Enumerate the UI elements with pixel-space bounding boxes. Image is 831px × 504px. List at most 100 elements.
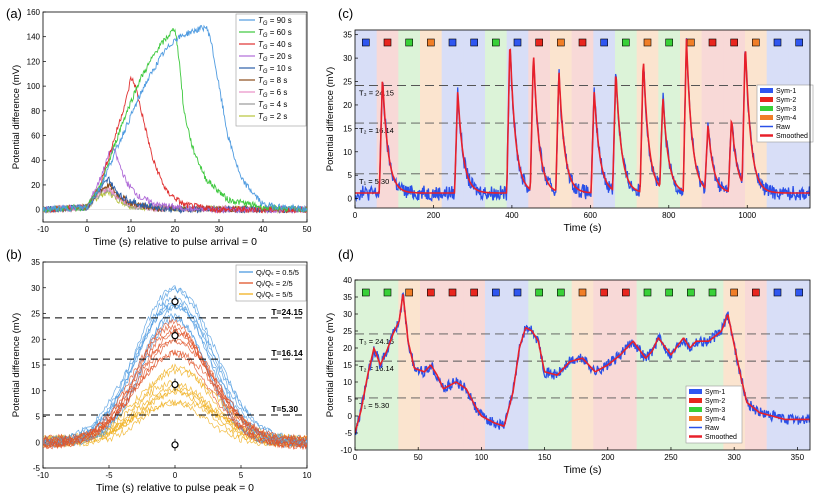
legend-t: T bbox=[258, 52, 264, 61]
y-tick-label: 40 bbox=[343, 276, 352, 285]
symbol-band bbox=[506, 30, 529, 208]
legend-sub: G bbox=[263, 33, 268, 39]
legend-swatch bbox=[760, 115, 773, 120]
threshold-label: T₂ = 16.14 bbox=[359, 364, 394, 373]
mean-marker bbox=[171, 298, 179, 306]
symbol-band bbox=[745, 280, 768, 450]
trace-line bbox=[43, 349, 307, 450]
y-axis-title: Potential difference (mV) bbox=[325, 313, 336, 417]
legend-rest: = 6 s bbox=[268, 88, 288, 97]
symbol-band bbox=[766, 280, 789, 450]
x-tick-label: 300 bbox=[727, 453, 741, 462]
y-tick-label: 30 bbox=[343, 54, 352, 63]
symbol-marker bbox=[383, 38, 392, 47]
y-axis-title: Potential difference (mV) bbox=[11, 65, 22, 169]
legend-label: Sym-1 bbox=[776, 88, 796, 95]
x-axis-title: Time (s) bbox=[563, 464, 601, 476]
y-tick-label: 20 bbox=[31, 181, 40, 190]
legend-label: Smoothed bbox=[776, 133, 808, 140]
legend-sub: G bbox=[263, 57, 268, 63]
y-tick-label: 5 bbox=[36, 413, 41, 422]
symbol-band bbox=[441, 30, 464, 208]
x-tick-label: 400 bbox=[505, 211, 519, 220]
mean-marker bbox=[171, 332, 179, 340]
legend-sub: G bbox=[263, 81, 268, 87]
legend-swatch bbox=[689, 407, 702, 412]
y-tick-label: -5 bbox=[33, 464, 41, 473]
plot-frame bbox=[354, 29, 811, 209]
symbol-band bbox=[658, 30, 681, 208]
y-tick-label: 140 bbox=[27, 33, 41, 42]
symbol-band bbox=[745, 30, 768, 208]
symbol-band bbox=[463, 280, 486, 450]
legend-label: Qᵢ/Qₛ = 0.5/5 bbox=[256, 268, 299, 277]
symbol-marker bbox=[622, 38, 630, 47]
threshold-label: T₂ = 16.14 bbox=[359, 126, 394, 135]
symbol-marker bbox=[708, 288, 717, 297]
chart-panel-c: T₃ = 24.15 T₂ = 16.14 T₁ = 5.30 Sym-1 Sym-2 S… bbox=[325, 29, 814, 234]
x-tick-label: 600 bbox=[584, 211, 598, 220]
y-tick-label: 25 bbox=[31, 310, 40, 319]
panel-label-b: (b) bbox=[6, 247, 22, 262]
legend-box bbox=[685, 385, 743, 444]
series-group bbox=[43, 24, 307, 215]
legend-t: T bbox=[258, 28, 264, 37]
legend-label: Sym-3 bbox=[705, 407, 725, 414]
y-tick-label: 20 bbox=[343, 344, 352, 353]
x-tick-label: 0 bbox=[173, 471, 178, 480]
symbol-band bbox=[788, 280, 810, 450]
y-tick-label: 25 bbox=[343, 78, 352, 87]
symbol-band bbox=[376, 30, 399, 208]
legend-box bbox=[756, 84, 814, 143]
symbol-marker bbox=[752, 288, 760, 297]
symbol-marker bbox=[665, 38, 673, 47]
symbol-marker bbox=[643, 288, 652, 297]
y-axis-title: Potential difference (mV) bbox=[11, 313, 22, 417]
chart-panel-d: T₃ = 24.15 T₂ = 16.14 T₁ = 5.30 Sym-1 Sym-2 S… bbox=[325, 276, 811, 476]
threshold-label: T₁ = 5.30 bbox=[359, 177, 389, 186]
legend-sub: G bbox=[263, 105, 268, 111]
legend-t: T bbox=[258, 16, 264, 25]
x-tick-label: 5 bbox=[239, 471, 244, 480]
y-tick-label: -10 bbox=[340, 446, 352, 455]
y-tick-label: 10 bbox=[31, 387, 40, 396]
trace-line bbox=[43, 302, 307, 444]
legend-swatch bbox=[689, 416, 702, 421]
symbol-band bbox=[528, 280, 551, 450]
y-tick-label: 5 bbox=[348, 171, 353, 180]
legend-sub: G bbox=[263, 93, 268, 99]
threshold-label: T=24.15 bbox=[271, 307, 303, 317]
symbol-marker bbox=[513, 288, 522, 297]
legend-label: Raw bbox=[705, 425, 720, 432]
legend-label: TG = 6 s bbox=[258, 88, 287, 99]
x-tick-label: 1000 bbox=[738, 211, 756, 220]
series-line bbox=[43, 146, 307, 214]
symbol-marker bbox=[665, 288, 673, 297]
symbol-marker bbox=[795, 288, 803, 297]
legend-swatch bbox=[760, 97, 773, 102]
legend-t: T bbox=[258, 76, 264, 85]
legend-label: Sym-3 bbox=[776, 106, 796, 113]
symbol-band bbox=[550, 280, 573, 450]
symbol-marker bbox=[383, 288, 392, 297]
legend-swatch bbox=[760, 88, 773, 93]
legend-t: T bbox=[258, 40, 264, 49]
x-tick-label: 10 bbox=[127, 225, 136, 234]
y-tick-label: 15 bbox=[31, 361, 40, 370]
x-tick-label: 40 bbox=[259, 225, 268, 234]
symbol-marker bbox=[535, 38, 543, 47]
symbol-band bbox=[485, 280, 508, 450]
legend-label: Sym-2 bbox=[776, 97, 796, 104]
symbol-marker bbox=[427, 288, 435, 297]
x-tick-label: 10 bbox=[303, 471, 312, 480]
threshold-label: T₃ = 24.15 bbox=[359, 337, 394, 346]
threshold-label: T₃ = 24.15 bbox=[359, 89, 394, 98]
x-tick-label: 200 bbox=[601, 453, 615, 462]
x-tick-label: 0 bbox=[353, 211, 358, 220]
y-tick-label: 15 bbox=[343, 361, 352, 370]
symbol-band bbox=[571, 280, 594, 450]
legend-label: TG = 4 s bbox=[258, 100, 287, 111]
legend-box bbox=[235, 13, 307, 127]
symbol-marker bbox=[448, 288, 457, 297]
